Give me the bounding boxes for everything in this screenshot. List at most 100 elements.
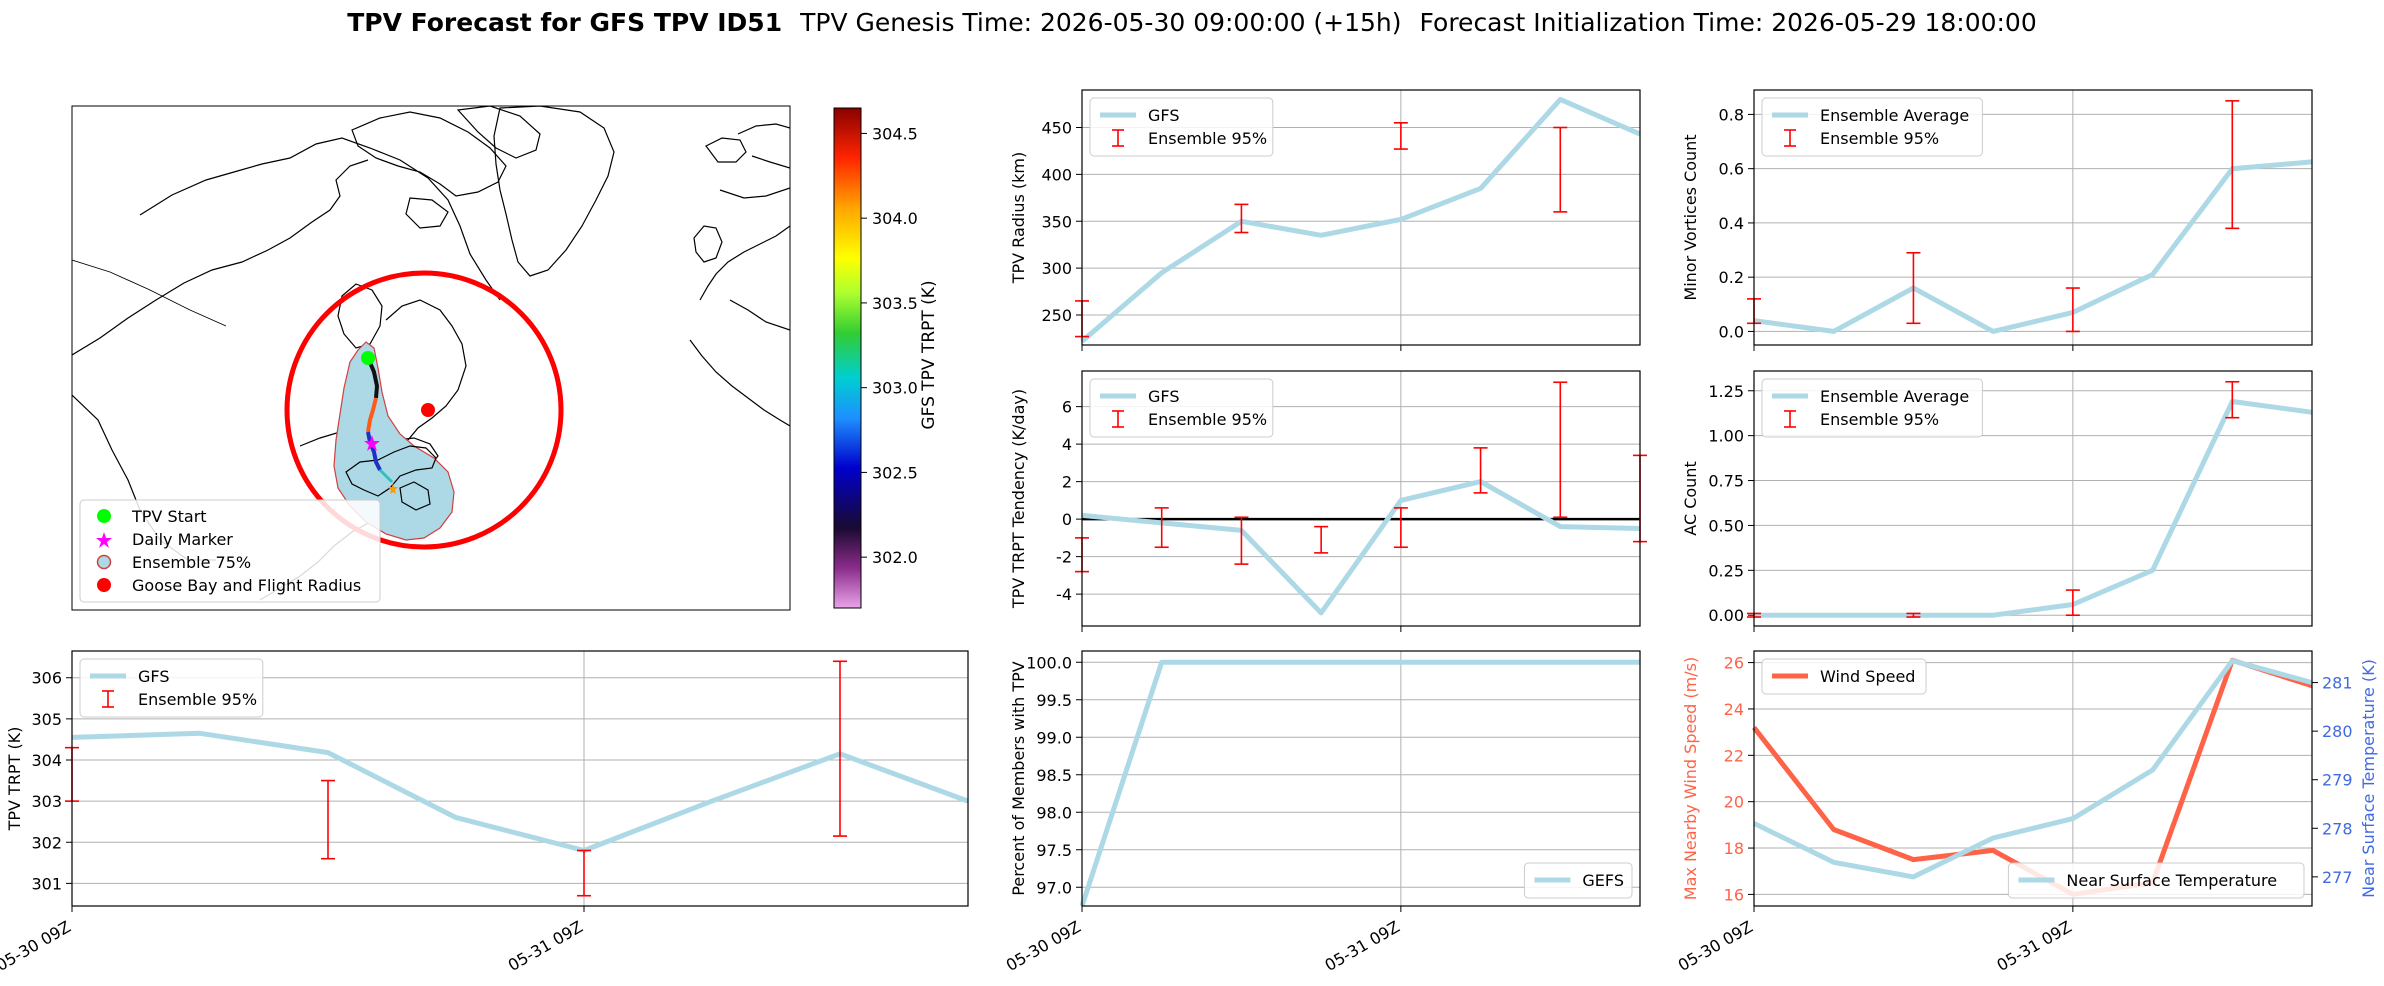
errorbar bbox=[1393, 507, 1408, 549]
arctic-islands bbox=[351, 111, 507, 197]
legend: GFS Ensemble 95% bbox=[79, 658, 264, 718]
y-tick-label: 2 bbox=[1062, 473, 1072, 492]
y-tick-label: 1.00 bbox=[1708, 427, 1744, 446]
legend-label: Ensemble 95% bbox=[138, 690, 257, 709]
chart-tendency: -4 -2 0 2 4 6 TPV TRPT Tendency (K/day) GFS Ense… bbox=[1009, 370, 1647, 632]
y-tick-label: -4 bbox=[1056, 585, 1072, 604]
magenta-star-icon bbox=[96, 532, 112, 548]
errorbar bbox=[1234, 203, 1249, 234]
map-panel: TPV Start Daily Marker Ensemble 75% Goos… bbox=[71, 105, 791, 611]
y-tick-label: 16 bbox=[1724, 885, 1744, 904]
errorbar bbox=[2225, 380, 2240, 419]
europe-border bbox=[729, 299, 790, 331]
y-tick-label: 97.0 bbox=[1036, 878, 1072, 897]
y-right-tick-label: 280 bbox=[2322, 722, 2353, 741]
y-tick-label: 18 bbox=[1724, 839, 1744, 858]
errorbar bbox=[321, 779, 335, 860]
y-tick-label: 304 bbox=[31, 751, 62, 770]
y-tick-label: 0.0 bbox=[1719, 322, 1744, 341]
y-tick-label: 22 bbox=[1724, 746, 1744, 765]
y-tick-label: 0.00 bbox=[1708, 606, 1744, 625]
x-tick-label: 05-31 09Z bbox=[505, 917, 586, 975]
tpv-start-marker bbox=[361, 351, 375, 365]
errorbar bbox=[2065, 287, 2080, 333]
y-tick-label: 0.25 bbox=[1708, 561, 1744, 580]
y-axis-label: Max Nearby Wind Speed (m/s) bbox=[1681, 657, 1700, 900]
colorbar-tick-label: 303.5 bbox=[872, 294, 918, 313]
series-line-gfs bbox=[71, 730, 969, 853]
plot-frame bbox=[1753, 650, 2313, 907]
y-tick-label: 0.50 bbox=[1708, 516, 1744, 535]
series-line-near-surface-temperature bbox=[1752, 658, 2313, 880]
legend: Wind Speed bbox=[1761, 658, 1927, 695]
y-tick-label: 98.0 bbox=[1036, 803, 1072, 822]
y-tick-label: 0 bbox=[1062, 510, 1072, 529]
plot-frame bbox=[1081, 650, 1641, 907]
errorbar bbox=[1234, 516, 1249, 565]
chart-radius: 250 300 350 400 450 TPV Radius (km) GFS Ensembl… bbox=[1009, 89, 1641, 351]
chart-members: 97.0 97.5 98.0 98.5 99.0 99.5 100.0 05-30 09Z 05… bbox=[1003, 650, 1641, 975]
errorbar bbox=[1314, 525, 1329, 554]
errorbar bbox=[2065, 589, 2080, 617]
legend-daily-marker: Daily Marker bbox=[132, 530, 233, 549]
legend-frame bbox=[1761, 658, 1927, 695]
colorbar-ramp bbox=[833, 107, 862, 609]
y-tick-label: 24 bbox=[1724, 700, 1744, 719]
colorbar-tick-label: 304.5 bbox=[872, 124, 918, 143]
legend: Ensemble Average Ensemble 95% bbox=[1761, 378, 1983, 438]
y-right-axis-label: Near Surface Temperature (K) bbox=[2359, 659, 2378, 898]
maritime-coast-overlay bbox=[345, 445, 437, 511]
europe-coast-2 bbox=[689, 339, 790, 427]
goose-bay-marker bbox=[421, 403, 435, 417]
legend-label: Ensemble 95% bbox=[1148, 410, 1267, 429]
arctic-islands-2 bbox=[405, 197, 449, 229]
plot-frame bbox=[71, 650, 969, 907]
y-tick-label: 302 bbox=[31, 833, 62, 852]
x-tick-label: 05-30 09Z bbox=[0, 917, 74, 975]
errorbar bbox=[2225, 100, 2240, 230]
colorbar-tick-label: 303.0 bbox=[872, 379, 918, 398]
legend-label: Near Surface Temperature bbox=[2066, 871, 2277, 890]
colorbar-label: GFS TPV TRPT (K) bbox=[919, 280, 939, 429]
colorbar-tick-label: 302.0 bbox=[872, 548, 918, 567]
europe-interior bbox=[719, 187, 790, 199]
errorbar bbox=[1553, 126, 1568, 213]
figure-title: TPV Forecast for GFS TPV ID51 TPV Genesis… bbox=[347, 8, 2037, 37]
uk bbox=[693, 225, 723, 263]
x-tick-label: 05-31 09Z bbox=[1994, 917, 2075, 975]
y-tick-label: 100.0 bbox=[1026, 653, 1072, 672]
y-right-tick-label: 279 bbox=[2322, 771, 2353, 790]
colorbar: GFS TPV TRPT (K) 304.5 304.0 303.5 303.0 302… bbox=[833, 107, 939, 609]
y-tick-label: 6 bbox=[1062, 398, 1072, 417]
y-axis-label: TPV Radius (km) bbox=[1009, 152, 1028, 285]
y-tick-label: 350 bbox=[1041, 212, 1072, 231]
legend-frame bbox=[2007, 862, 2305, 899]
legend-label: Ensemble Average bbox=[1820, 387, 1969, 406]
y-tick-label: 98.5 bbox=[1036, 766, 1072, 785]
y-right-tick-label: 278 bbox=[2322, 819, 2353, 838]
errorbar bbox=[1906, 251, 1921, 325]
x-tick-label: 05-31 09Z bbox=[1322, 917, 1403, 975]
y-tick-label: 306 bbox=[31, 669, 62, 688]
errorbar bbox=[1906, 612, 1921, 618]
errorbar bbox=[833, 660, 847, 837]
title-genesis: TPV Genesis Time: 2026-05-30 09:00:00 (+… bbox=[799, 8, 1401, 37]
legend-label: GEFS bbox=[1582, 871, 1624, 890]
series-line-ensemble-average bbox=[1753, 159, 2313, 334]
daily-marker-star-2 bbox=[388, 483, 398, 494]
series-line-gfs bbox=[1080, 96, 1641, 344]
y-tick-label: 4 bbox=[1062, 435, 1072, 454]
legend: GEFS bbox=[1523, 862, 1633, 899]
errorbar bbox=[1154, 507, 1169, 549]
plot-frame bbox=[1753, 89, 2313, 346]
legend-label: Wind Speed bbox=[1820, 667, 1915, 686]
y-tick-label: 99.0 bbox=[1036, 728, 1072, 747]
legend-label: GFS bbox=[1148, 387, 1179, 406]
chart-trpt: 301 302 303 304 305 306 05-30 09Z 05-31 09Z TPV … bbox=[0, 650, 969, 975]
colorbar-tick-label: 304.0 bbox=[872, 209, 918, 228]
y-tick-label: 0.8 bbox=[1719, 105, 1744, 124]
legend: GFS Ensemble 95% bbox=[1089, 378, 1274, 438]
ensemble-patch-icon bbox=[96, 554, 112, 570]
y-axis-label: AC Count bbox=[1681, 461, 1700, 535]
